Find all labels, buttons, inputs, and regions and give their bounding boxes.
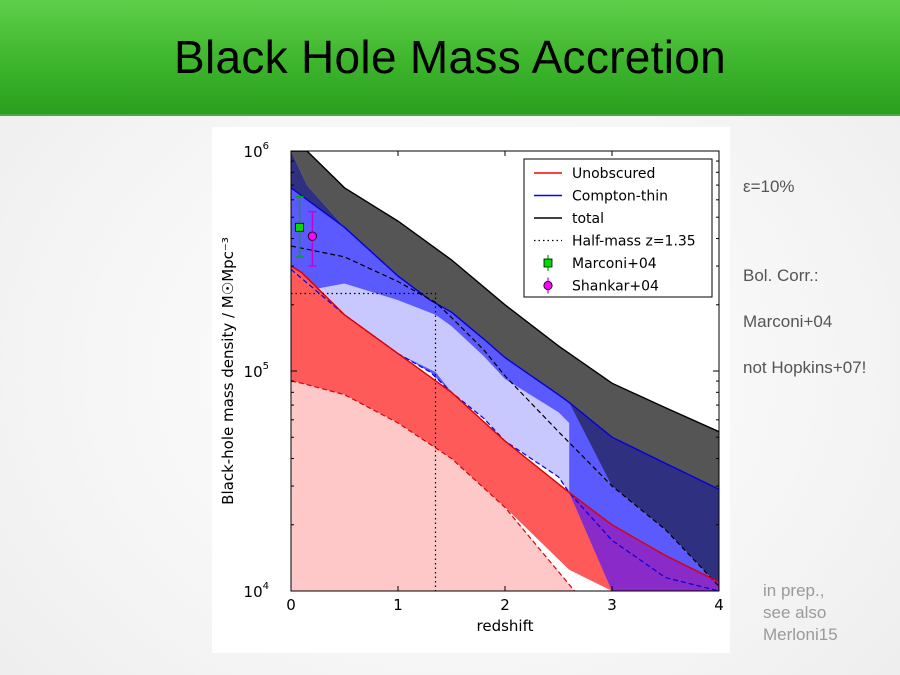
half-mass-line [291,292,437,591]
compton-thin-inner-dashed [291,245,719,587]
x-axis-label: redshift [477,617,534,635]
compton-thin-upper-line [291,187,719,490]
compton-thin-band [291,187,612,487]
legend-swatch [543,280,553,291]
legend-label: Compton-thin [572,189,668,205]
unobscured-light-band [291,381,575,591]
band-layer [291,151,719,591]
total-upper-line [291,151,719,433]
legend-box [523,158,713,298]
legend: Unobscured Compton-thin total Half-mass z=1… [523,158,713,298]
x-tick-label: 2 [500,596,510,614]
footnote-line: in prep., [763,581,825,600]
overlap-band [569,492,719,591]
x-tick-label: 1 [393,596,403,614]
legend-label: total [572,211,604,227]
unobscured-lower-dashed [291,380,576,591]
x-tick-label: 3 [607,596,617,614]
footnote: in prep., see also Merloni15 [763,580,838,646]
y-axis-label: Black-hole mass density / M☉Mpc⁻³ [219,237,237,505]
title-bar: Black Hole Mass Accretion [0,0,900,116]
hopkins-note: not Hopkins+07! [743,358,867,377]
legend-label: Marconi+04 [572,256,657,272]
x-tick-label: 4 [714,596,724,614]
compton-thin-lower-dashed [291,268,719,591]
side-notes: ε=10% Bol. Corr.: Marconi+04 not Hopkins… [743,152,866,402]
efficiency-note: ε=10% [743,177,795,196]
marconi-point [295,222,304,232]
marks-layer [295,195,318,267]
x-tick-label: 0 [286,596,296,614]
shankar-point [307,231,318,241]
y-tick-label: 104 [244,581,269,601]
chart-panel: 0 1 2 3 4 104 105 106 redshift Black-hole mass de… [212,127,730,653]
legend-label: Half-mass z=1.35 [572,234,696,250]
legend-label: Unobscured [572,166,655,182]
bolcorr-note: Bol. Corr.: [743,266,819,285]
footnote-line: Merloni15 [763,625,838,644]
mass-density-chart: 0 1 2 3 4 104 105 106 redshift Black-hole mass de… [219,141,724,635]
legend-label: Shankar+04 [572,279,659,295]
legend-swatch [543,258,553,268]
footnote-line: see also [763,603,827,622]
y-tick-label: 106 [244,141,269,161]
slide-title: Black Hole Mass Accretion [173,31,727,83]
y-tick-label: 105 [244,361,269,381]
marconi-note: Marconi+04 [743,312,833,331]
total-band [291,151,719,490]
